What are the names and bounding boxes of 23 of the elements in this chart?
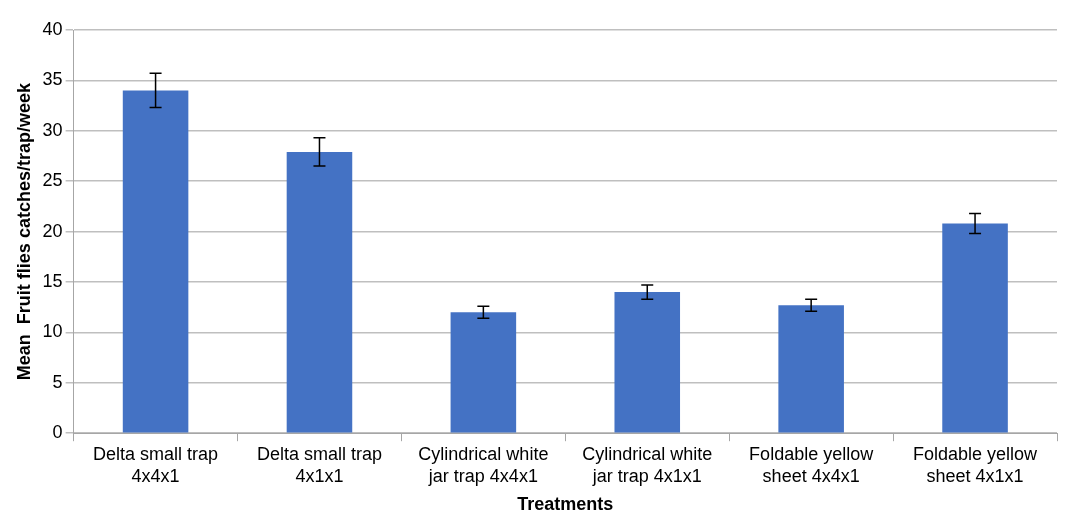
y-tick-label: 30 <box>42 119 63 140</box>
x-axis-title: Treatments <box>517 494 614 515</box>
bar <box>942 223 1008 433</box>
bar <box>778 305 844 433</box>
y-axis-title: Mean Fruit flies catches/trap/week <box>13 82 34 381</box>
bar <box>122 90 189 433</box>
bar <box>450 312 517 433</box>
bar <box>286 151 353 433</box>
x-tick-label: Delta small trap 4x4x1 <box>93 443 219 486</box>
y-tick-label: 35 <box>42 69 63 90</box>
y-tick-label: 10 <box>42 321 63 342</box>
y-tick-label: 5 <box>52 371 63 392</box>
y-tick-label: 0 <box>52 422 63 443</box>
bar <box>614 292 681 433</box>
x-tick-label: Delta small trap 4x1x1 <box>256 443 382 486</box>
x-tick-label: Cylindrical white jar trap 4x4x1 <box>418 443 549 486</box>
y-tick-label: 15 <box>42 270 63 291</box>
x-tick-label: Foldable yellow sheet 4x4x1 <box>749 443 875 486</box>
y-tick-label: 25 <box>42 170 63 191</box>
y-tick-label: 20 <box>42 220 63 241</box>
y-tick-label: 40 <box>42 18 63 39</box>
x-tick-label: Cylindrical white jar trap 4x1x1 <box>582 443 713 486</box>
x-tick-label: Foldable yellow sheet 4x1x1 <box>913 443 1039 486</box>
